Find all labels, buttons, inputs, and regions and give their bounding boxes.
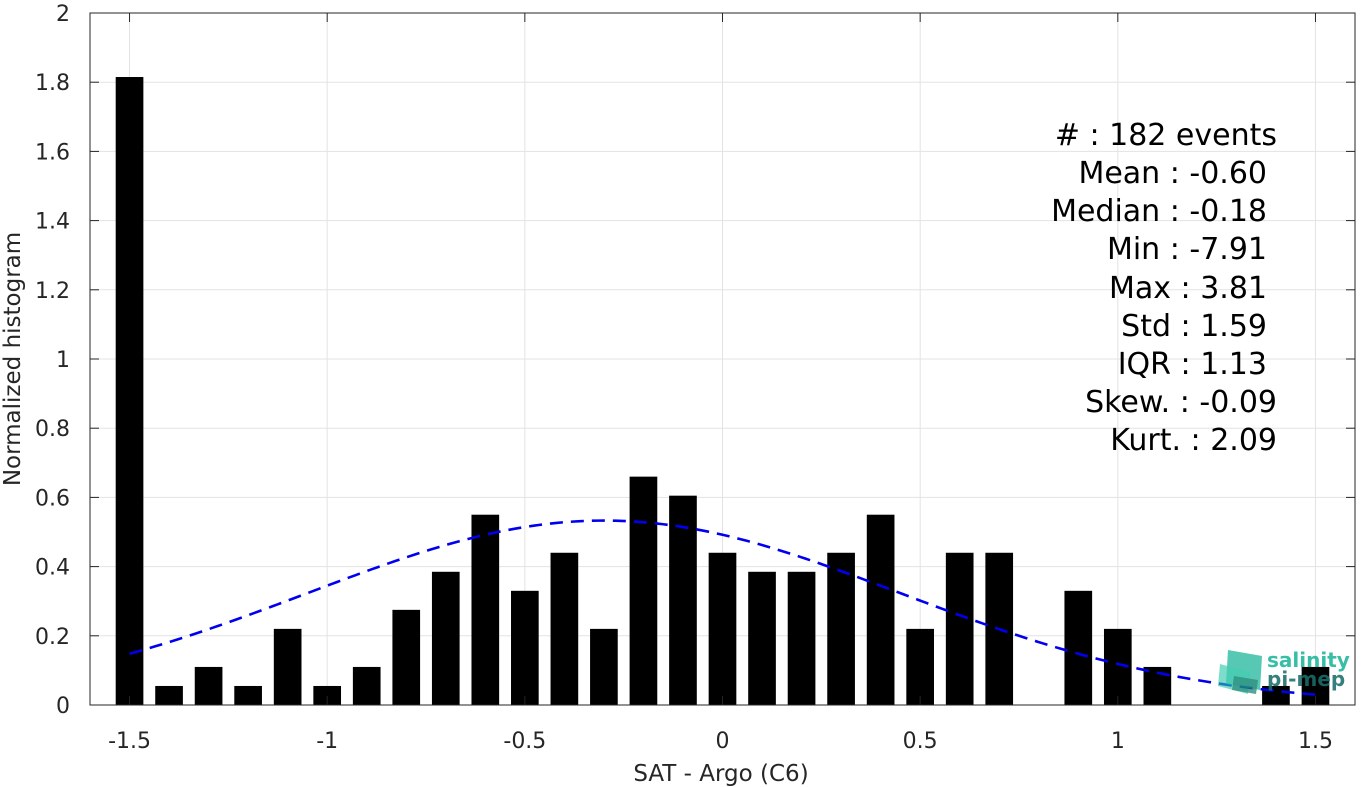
stat-iqr: IQR : 1.13 — [1118, 347, 1267, 382]
logo-mark-icon — [1218, 650, 1262, 694]
logo-line-2: pi-mep — [1267, 667, 1345, 691]
histogram-bar-15 — [708, 552, 737, 705]
y-tick-label-5: 1 — [56, 348, 70, 373]
salinity-pimep-logo: salinity pi-mep — [1218, 648, 1350, 694]
logo-line-1: salinity — [1267, 648, 1350, 672]
normal-fit-curve — [129, 519, 1316, 696]
x-tick-label-1: -1 — [316, 729, 338, 754]
y-tick-label-4: 0.8 — [35, 417, 70, 442]
histogram-bar-2 — [194, 666, 223, 705]
y-axis-label: Normalized histogram — [0, 232, 26, 486]
y-tick-label-10: 2 — [56, 2, 70, 27]
y-tick-label-8: 1.6 — [35, 140, 70, 165]
histogram-bar-11 — [550, 552, 579, 705]
histogram-bars — [115, 77, 1330, 705]
histogram-bar-24 — [1064, 590, 1093, 705]
y-tick-label-1: 0.2 — [35, 625, 70, 650]
histogram-bar-4 — [273, 628, 302, 705]
histogram-bar-16 — [748, 571, 776, 705]
stat-count: # : 182 events — [1055, 118, 1277, 153]
histogram-bar-13 — [629, 476, 658, 705]
histogram-bar-5 — [313, 685, 342, 705]
y-tick-label-6: 1.2 — [35, 279, 70, 304]
histogram-bar-18 — [827, 552, 855, 705]
x-tick-label-2: -0.5 — [503, 729, 546, 754]
y-tick-label-2: 0.4 — [35, 556, 70, 581]
histogram-bar-21 — [945, 552, 974, 705]
stats-box: # : 182 events Mean : -0.60 Median : -0.… — [1051, 118, 1277, 458]
histogram-bar-14 — [669, 495, 697, 705]
stat-min: Min : -7.91 — [1107, 232, 1267, 267]
x-tick-label-4: 0.5 — [903, 729, 938, 754]
y-tick-label-7: 1.4 — [35, 210, 70, 235]
stat-median: Median : -0.18 — [1051, 194, 1267, 229]
histogram-bar-9 — [471, 514, 500, 705]
x-tick-label-6: 1.5 — [1298, 729, 1333, 754]
stat-std: Std : 1.59 — [1121, 309, 1267, 344]
x-tick-label-0: -1.5 — [108, 729, 151, 754]
x-tick-label-3: 0 — [716, 729, 730, 754]
histogram-bar-19 — [866, 514, 895, 705]
axis-ticks — [90, 12, 1355, 706]
histogram-bar-3 — [234, 685, 262, 705]
x-axis-label: SAT - Argo (C6) — [633, 761, 808, 787]
y-tick-label-9: 1.8 — [35, 71, 70, 96]
histogram-bar-7 — [392, 609, 421, 705]
y-tick-label-0: 0 — [56, 694, 70, 719]
histogram-bar-8 — [431, 571, 460, 705]
histogram-bar-1 — [155, 685, 183, 705]
histogram-bar-10 — [511, 590, 539, 705]
y-tick-label-3: 0.6 — [35, 486, 70, 511]
x-tick-label-5: 1 — [1111, 729, 1125, 754]
stat-skewness: Skew. : -0.09 — [1085, 385, 1277, 420]
histogram-bar-20 — [906, 628, 934, 705]
y-tick-labels: 0 0.2 0.4 0.6 0.8 1 1.2 1.4 1.6 1.8 2 — [35, 2, 70, 719]
stat-max: Max : 3.81 — [1109, 271, 1267, 306]
stat-kurtosis: Kurt. : 2.09 — [1110, 423, 1277, 458]
histogram-bar-17 — [787, 571, 816, 705]
histogram-bar-0 — [115, 77, 144, 705]
stat-mean: Mean : -0.60 — [1078, 156, 1267, 191]
x-tick-labels: -1.5 -1 -0.5 0 0.5 1 1.5 — [108, 729, 1333, 754]
histogram-bar-6 — [352, 666, 381, 705]
histogram-bar-12 — [590, 628, 618, 705]
